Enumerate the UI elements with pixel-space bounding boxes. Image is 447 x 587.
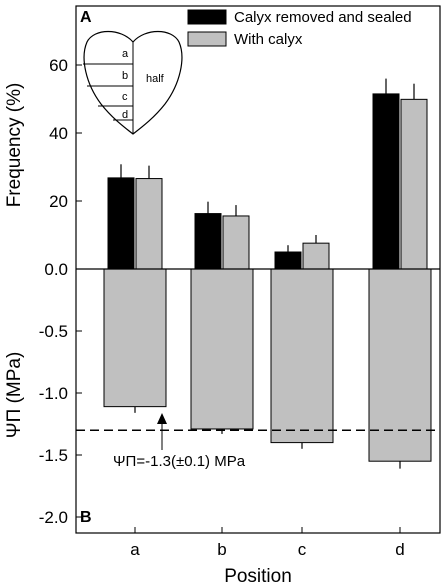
inset-label-d: d: [122, 109, 128, 121]
panel-label-b: B: [80, 509, 92, 526]
freq-bar-with-calyx-a: [135, 178, 163, 270]
freq-bar-calyx-removed-d: [372, 93, 400, 270]
fruit-inset-diagram: a b c d half: [83, 30, 183, 135]
psi-bar-b: [190, 268, 254, 430]
psi-bar-a: [103, 268, 167, 408]
legend-label-calyx-removed: Calyx removed and sealed: [234, 9, 412, 26]
x-tick-label-a: a: [130, 540, 140, 559]
y-tick-label-psi-0.0: 0.0: [44, 260, 68, 279]
legend-swatch-with-calyx: [187, 31, 227, 47]
freq-bar-with-calyx-b: [222, 215, 250, 270]
freq-bar-with-calyx-d: [400, 98, 428, 270]
reference-line-label: ΨΠ=-1.3(±0.1) MPa: [113, 453, 246, 470]
y-tick-label-freq-40: 40: [49, 124, 68, 143]
inset-label-b: b: [122, 70, 128, 82]
annotation-arrowhead: [157, 413, 167, 424]
y-axis-title-frequency: Frequency (%): [4, 83, 25, 208]
reference-annotation: ΨΠ=-1.3(±0.1) MPa: [113, 413, 246, 470]
y-tick-label-freq-60: 60: [49, 56, 68, 75]
y-axis-title-psi: ΨΠ (MPa): [4, 352, 25, 439]
x-tick-label-b: b: [217, 540, 226, 559]
x-axis-title: Position: [224, 566, 292, 587]
y-tick-label-psi--1.0: -1.0: [39, 384, 68, 403]
legend-label-with-calyx: With calyx: [234, 31, 303, 48]
x-tick-label-c: c: [298, 540, 307, 559]
inset-label-a: a: [122, 48, 129, 60]
freq-bar-calyx-removed-c: [274, 251, 302, 270]
y-tick-label-psi--2.0: -2.0: [39, 508, 68, 527]
legend-swatch-calyx-removed: [187, 9, 227, 25]
psi-bar-d: [368, 268, 432, 462]
freq-bar-calyx-removed-b: [194, 213, 222, 270]
freq-bar-with-calyx-c: [302, 242, 330, 270]
x-tick-label-d: d: [395, 540, 404, 559]
psi-bar-c: [270, 268, 334, 444]
y-tick-label-freq-20: 20: [49, 192, 68, 211]
inset-label-c: c: [122, 91, 128, 103]
y-tick-label-psi--1.5: -1.5: [39, 446, 68, 465]
panel-label-a: A: [80, 9, 92, 26]
y-tick-label-psi--0.5: -0.5: [39, 322, 68, 341]
legend: Calyx removed and sealed With calyx: [187, 9, 412, 48]
panel-b-marks: [103, 268, 432, 469]
inset-label-half: half: [146, 73, 165, 85]
freq-bar-calyx-removed-a: [107, 177, 135, 270]
